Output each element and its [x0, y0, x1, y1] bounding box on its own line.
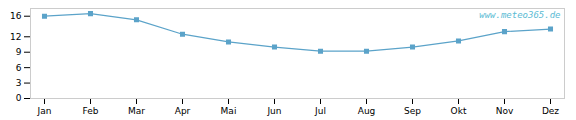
svg-text:3: 3 — [16, 78, 22, 88]
svg-text:Apr: Apr — [175, 106, 191, 116]
svg-text:Feb: Feb — [83, 106, 99, 116]
svg-text:Okt: Okt — [451, 106, 467, 116]
svg-text:9: 9 — [16, 47, 22, 57]
svg-text:6: 6 — [16, 63, 22, 73]
svg-text:0: 0 — [16, 93, 22, 103]
svg-text:12: 12 — [10, 32, 21, 42]
svg-text:Jan: Jan — [37, 106, 52, 116]
svg-text:Jun: Jun — [266, 106, 281, 116]
svg-text:Nov: Nov — [496, 106, 514, 116]
svg-text:Aug: Aug — [358, 106, 376, 116]
svg-text:Sep: Sep — [404, 106, 421, 116]
svg-text:Jul: Jul — [314, 106, 326, 116]
svg-text:Mar: Mar — [128, 106, 145, 116]
svg-text:Mai: Mai — [221, 106, 237, 116]
svg-text:16: 16 — [10, 11, 22, 21]
svg-text:Dez: Dez — [542, 106, 559, 116]
svg-text:www.meteo365.de: www.meteo365.de — [479, 10, 560, 20]
